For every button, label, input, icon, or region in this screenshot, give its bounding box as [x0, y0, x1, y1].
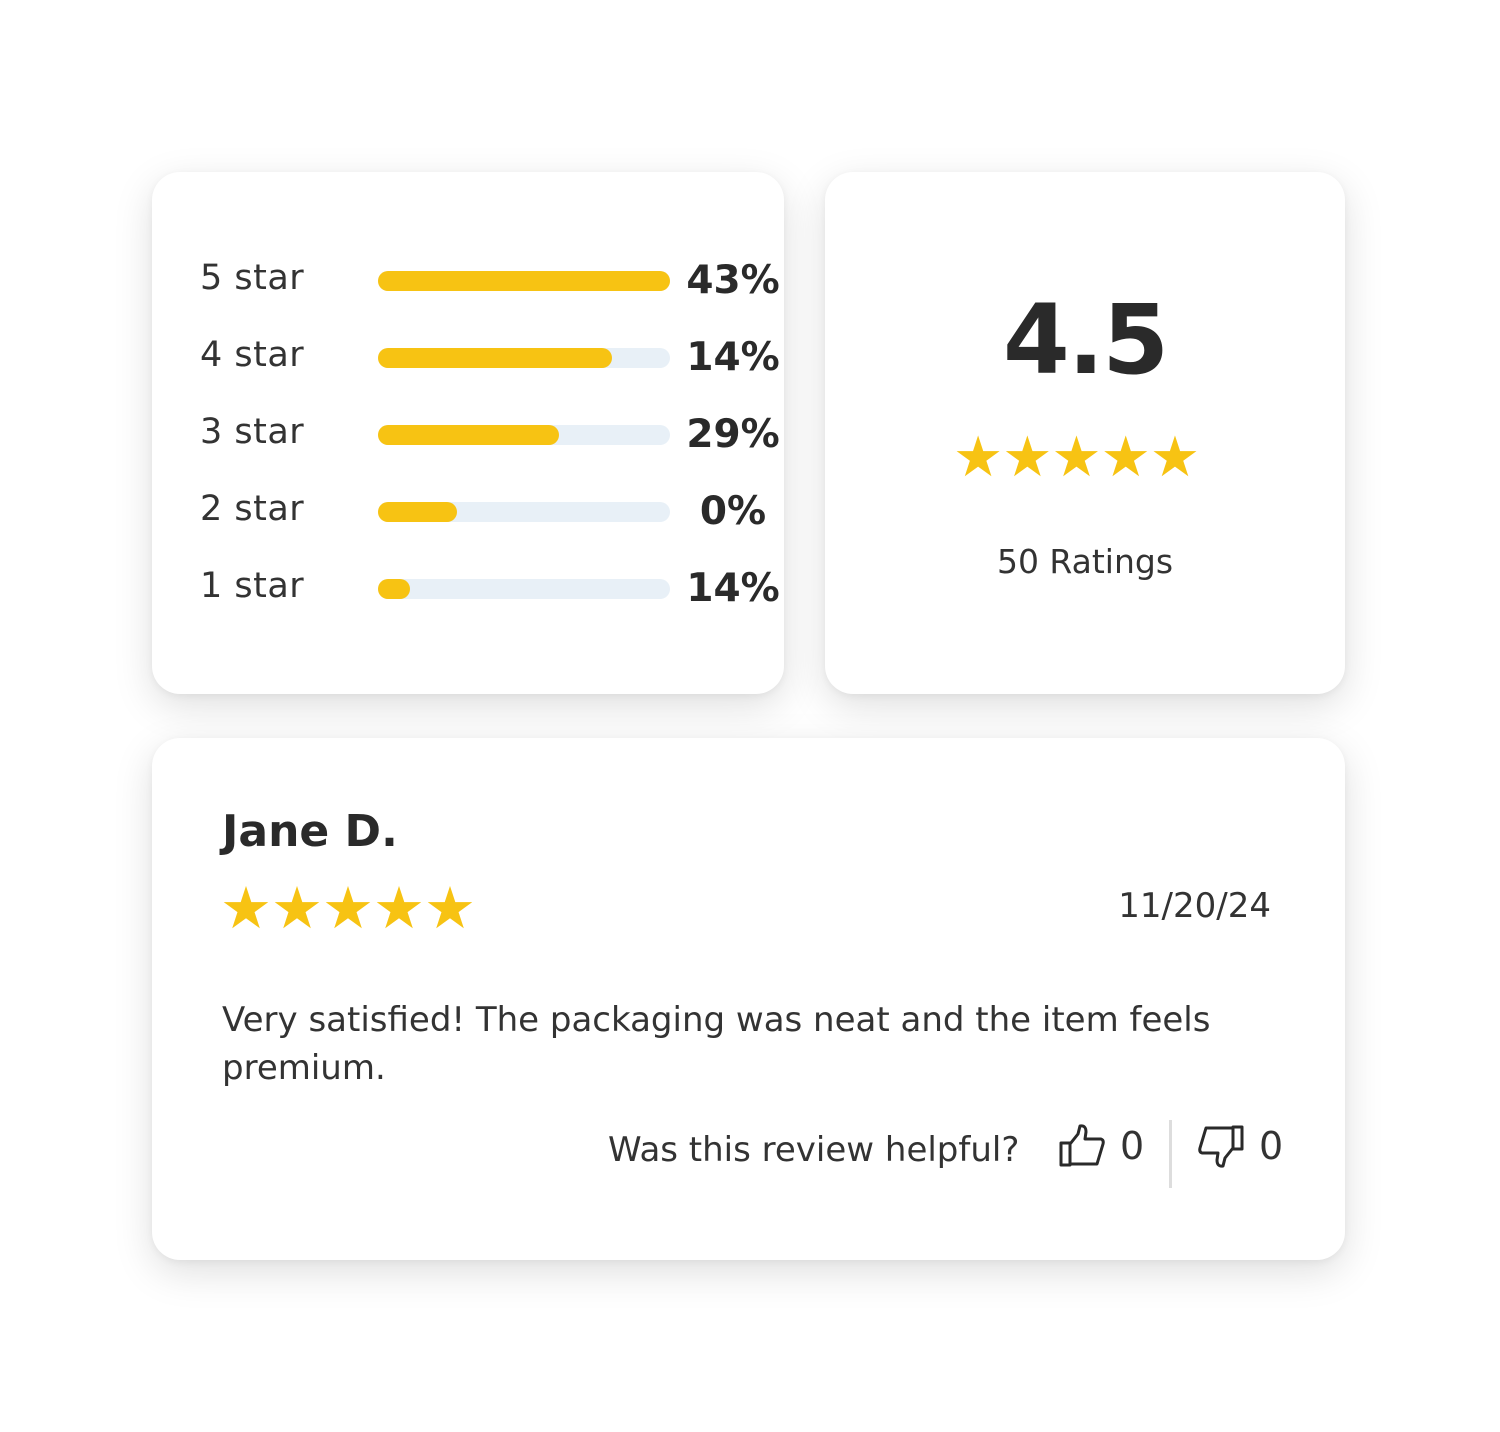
- star-level-label: 2 star: [200, 489, 305, 529]
- distribution-row: 1 star 14%: [200, 566, 780, 611]
- star-icon: ★: [424, 874, 476, 942]
- average-rating: 4.5: [1002, 284, 1169, 396]
- star-icon: ★: [373, 874, 425, 942]
- star-level-label: 4 star: [200, 335, 305, 375]
- helpful-prompt: Was this review helpful?: [608, 1130, 1020, 1170]
- distribution-row: 2 star 0%: [200, 489, 766, 534]
- progress-fill: [378, 579, 411, 599]
- star-icon: ★: [953, 425, 1004, 490]
- progress-fill: [378, 425, 560, 445]
- percent-label: 43%: [686, 258, 780, 303]
- star-level-label: 5 star: [200, 258, 305, 298]
- thumbs-down-count: 0: [1259, 1124, 1284, 1168]
- distribution-row: 4 star 14%: [200, 335, 780, 380]
- review-text: Very satisfied! The packaging was neat a…: [222, 1000, 1211, 1088]
- progress-track: [378, 502, 670, 522]
- percent-label: 14%: [686, 566, 780, 611]
- progress-fill: [378, 348, 612, 368]
- star-icon: ★: [1051, 425, 1102, 490]
- review-stars: ★ ★ ★ ★ ★: [220, 874, 476, 942]
- star-icon: ★: [322, 874, 374, 942]
- star-level-label: 1 star: [200, 566, 305, 606]
- progress-track: [378, 348, 670, 368]
- progress-track: [378, 579, 670, 599]
- progress-track: [378, 271, 670, 291]
- star-icon: ★: [1100, 425, 1151, 490]
- ratings-count: 50 Ratings: [996, 542, 1174, 581]
- percent-label: 14%: [686, 335, 780, 380]
- distribution-row: 5 star 43%: [200, 258, 780, 303]
- rating-summary-card: 4.5 ★ ★ ★ ★ ★ 50 Ratings: [825, 172, 1345, 694]
- thumbs-up-count: 0: [1120, 1124, 1145, 1168]
- progress-track: [378, 425, 670, 445]
- percent-label: 0%: [699, 489, 767, 534]
- thumbs-down-button[interactable]: 0: [1197, 1122, 1283, 1170]
- thumbs-down-icon: [1198, 1125, 1244, 1168]
- summary-stars: ★ ★ ★ ★ ★: [953, 425, 1201, 490]
- star-level-label: 3 star: [200, 412, 305, 452]
- star-icon: ★: [220, 874, 272, 942]
- star-icon: ★: [1002, 425, 1053, 490]
- progress-fill: [378, 271, 670, 291]
- star-icon: ★: [1149, 425, 1201, 490]
- review-card: Jane D. ★ ★ ★ ★ ★ 11/20/24 Very satisfied! T…: [152, 738, 1345, 1260]
- thumbs-up-button[interactable]: 0: [1058, 1122, 1144, 1170]
- rating-distribution-card: 5 star 43% 4 star 14% 3 star 29% 2 star 0% 1…: [152, 172, 784, 694]
- review-author: Jane D.: [222, 806, 398, 857]
- progress-fill: [378, 502, 457, 522]
- star-icon: ★: [271, 874, 323, 942]
- distribution-row: 3 star 29%: [200, 412, 780, 457]
- thumbs-up-icon: [1059, 1124, 1105, 1167]
- percent-label: 29%: [686, 412, 780, 457]
- review-date: 11/20/24: [1118, 886, 1271, 926]
- vote-divider: [1169, 1120, 1172, 1188]
